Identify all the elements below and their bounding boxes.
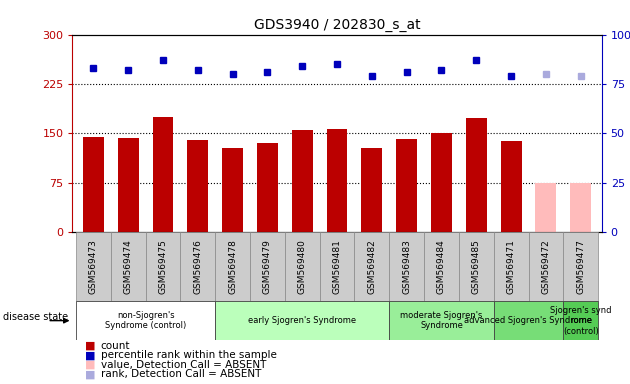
Bar xyxy=(563,301,598,340)
Text: GSM569480: GSM569480 xyxy=(298,240,307,294)
Bar xyxy=(466,118,487,232)
Bar xyxy=(501,141,522,232)
Text: disease state: disease state xyxy=(3,312,68,322)
Bar xyxy=(187,140,209,232)
Bar xyxy=(326,129,348,232)
Bar xyxy=(76,301,215,340)
Bar xyxy=(152,117,173,232)
Bar xyxy=(83,137,104,232)
Text: GSM569483: GSM569483 xyxy=(402,240,411,294)
Text: GSM569472: GSM569472 xyxy=(541,240,551,294)
Bar xyxy=(529,232,563,301)
Text: GSM569471: GSM569471 xyxy=(507,240,515,294)
Bar xyxy=(563,232,598,301)
Text: GSM569477: GSM569477 xyxy=(576,240,585,294)
Text: GSM569473: GSM569473 xyxy=(89,240,98,294)
Bar xyxy=(494,232,529,301)
Bar xyxy=(180,232,215,301)
Text: value, Detection Call = ABSENT: value, Detection Call = ABSENT xyxy=(101,360,266,370)
Bar xyxy=(459,232,494,301)
Text: GSM569481: GSM569481 xyxy=(333,240,341,294)
Text: GSM569485: GSM569485 xyxy=(472,240,481,294)
Bar xyxy=(424,232,459,301)
Bar xyxy=(570,183,591,232)
Text: ■: ■ xyxy=(85,350,96,360)
Bar xyxy=(396,139,417,232)
Bar xyxy=(355,232,389,301)
Text: early Sjogren's Syndrome: early Sjogren's Syndrome xyxy=(248,316,357,325)
Text: GSM569478: GSM569478 xyxy=(228,240,237,294)
Bar xyxy=(431,134,452,232)
Bar xyxy=(118,138,139,232)
Text: advanced Sjogren's Syndrome: advanced Sjogren's Syndrome xyxy=(464,316,593,325)
Bar xyxy=(362,148,382,232)
Text: GSM569476: GSM569476 xyxy=(193,240,202,294)
Bar xyxy=(146,232,180,301)
Text: GSM569482: GSM569482 xyxy=(367,240,376,294)
Text: GSM569484: GSM569484 xyxy=(437,240,446,294)
Bar xyxy=(536,183,556,232)
Bar xyxy=(389,301,494,340)
Bar xyxy=(76,232,111,301)
Bar xyxy=(319,232,355,301)
Bar xyxy=(215,232,250,301)
Bar xyxy=(215,301,389,340)
Text: GSM569475: GSM569475 xyxy=(159,240,168,294)
Bar xyxy=(250,232,285,301)
Text: ■: ■ xyxy=(85,369,96,379)
Title: GDS3940 / 202830_s_at: GDS3940 / 202830_s_at xyxy=(254,18,420,32)
Bar xyxy=(292,130,312,232)
Text: non-Sjogren's
Syndrome (control): non-Sjogren's Syndrome (control) xyxy=(105,311,186,330)
Text: GSM569479: GSM569479 xyxy=(263,240,272,294)
Text: percentile rank within the sample: percentile rank within the sample xyxy=(101,350,277,360)
Text: rank, Detection Call = ABSENT: rank, Detection Call = ABSENT xyxy=(101,369,261,379)
Bar xyxy=(111,232,146,301)
Bar xyxy=(285,232,319,301)
Text: moderate Sjogren's
Syndrome: moderate Sjogren's Syndrome xyxy=(400,311,483,330)
Bar xyxy=(222,148,243,232)
Text: ■: ■ xyxy=(85,341,96,351)
Bar xyxy=(494,301,563,340)
Text: ■: ■ xyxy=(85,360,96,370)
Bar xyxy=(257,143,278,232)
Text: count: count xyxy=(101,341,130,351)
Text: Sjogren's synd
rome
(control): Sjogren's synd rome (control) xyxy=(550,306,612,336)
Text: GSM569474: GSM569474 xyxy=(123,240,133,294)
Bar xyxy=(389,232,424,301)
